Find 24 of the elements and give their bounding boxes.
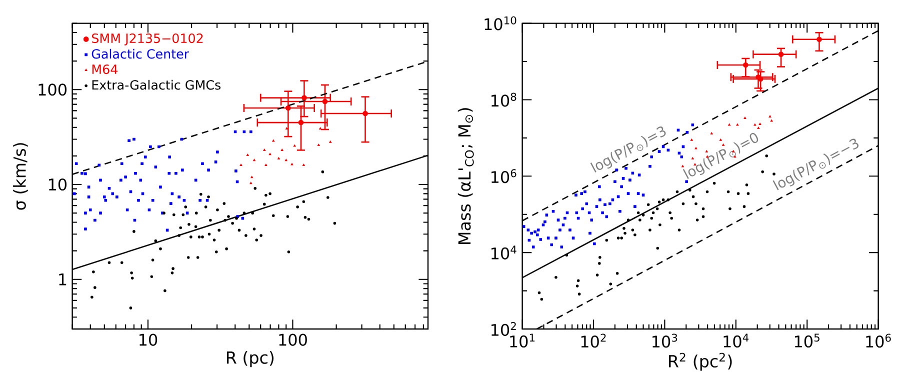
y-tick-label: 10$^{4}$ [492, 246, 516, 260]
legend-label: Galactic Center [92, 48, 190, 59]
x-tick-label: 10$^{5}$ [794, 334, 820, 348]
x-axis-title: R$^{2}$ (pc$^{2}$) [669, 352, 732, 371]
y-tick-label: 10$^{8}$ [492, 92, 516, 107]
x-axis-title: R (pc) [226, 350, 274, 368]
y-axis-title: Mass (αL'$_{CO}$; M$_{⊙}$) [458, 108, 474, 244]
y-tick-label: 100 [38, 84, 67, 96]
legend-label: Extra-Galactic GMCs [92, 80, 220, 90]
x-tick-label: 10$^{6}$ [866, 334, 891, 348]
x-tick-label: 10 [140, 334, 158, 346]
legend-label: M64 [92, 64, 118, 74]
y-axis-title: σ (km/s) [13, 143, 28, 210]
legend-label: SMM J2135−0102 [92, 33, 203, 46]
x-tick-label: 10$^{3}$ [652, 334, 678, 348]
y-tick-label: 10$^{10}$ [484, 16, 516, 30]
x-tick-label: 10$^{2}$ [581, 334, 606, 348]
x-tick-label: 10$^{1}$ [510, 334, 535, 348]
y-tick-label: 10 [48, 178, 67, 191]
x-tick-label: 10$^{4}$ [724, 334, 749, 348]
x-tick-label: 100 [279, 334, 307, 346]
y-tick-label: 10$^{2}$ [492, 322, 516, 336]
y-tick-label: 1 [59, 274, 66, 286]
y-tick-label: 10$^{6}$ [492, 169, 516, 184]
